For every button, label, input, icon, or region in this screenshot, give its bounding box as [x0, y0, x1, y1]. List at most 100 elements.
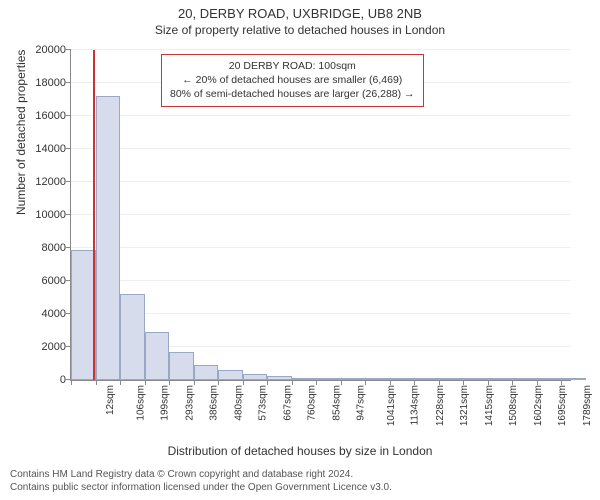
histogram-bar	[71, 250, 96, 380]
histogram-bar	[488, 378, 513, 380]
chart-area: 20 DERBY ROAD: 100sqm ← 20% of detached …	[70, 50, 570, 380]
plot-region: 20 DERBY ROAD: 100sqm ← 20% of detached …	[70, 50, 571, 381]
y-tick-label: 0	[11, 374, 66, 386]
x-tick-label: 573sqm	[258, 385, 269, 421]
x-tick-label: 760sqm	[307, 385, 318, 421]
x-tick	[414, 380, 415, 385]
gridline	[71, 148, 571, 149]
x-tick	[463, 380, 464, 385]
y-tick	[66, 115, 71, 116]
x-tick-label: 12sqm	[105, 385, 116, 415]
x-tick	[96, 380, 97, 385]
x-tick	[292, 380, 293, 385]
histogram-bar	[96, 96, 121, 380]
histogram-bar	[537, 378, 562, 380]
footer: Contains HM Land Registry data © Crown c…	[0, 464, 600, 500]
x-tick	[561, 380, 562, 385]
x-tick-label: 1228sqm	[435, 385, 446, 426]
histogram-bar	[390, 378, 415, 380]
histogram-bar	[194, 365, 219, 380]
x-tick-label: 386sqm	[209, 385, 220, 421]
histogram-bar	[292, 378, 317, 380]
y-tick-label: 14000	[11, 143, 66, 155]
gridline	[71, 181, 571, 182]
chart-subtitle: Size of property relative to detached ho…	[0, 21, 600, 37]
x-tick	[120, 380, 121, 385]
gridline	[71, 280, 571, 281]
histogram-bar	[439, 378, 464, 380]
gridline	[71, 214, 571, 215]
histogram-bar	[243, 374, 268, 380]
histogram-bar	[414, 378, 439, 380]
x-tick-label: 199sqm	[160, 385, 171, 421]
x-tick-label: 854sqm	[331, 385, 342, 421]
y-tick	[66, 49, 71, 50]
x-tick-label: 293sqm	[184, 385, 195, 421]
y-tick	[66, 148, 71, 149]
x-tick-label: 1134sqm	[409, 385, 420, 425]
histogram-bar	[561, 378, 586, 380]
callout-line-2: ← 20% of detached houses are smaller (6,…	[170, 73, 415, 87]
y-tick-label: 18000	[11, 77, 66, 89]
y-tick	[66, 82, 71, 83]
x-tick-label: 1415sqm	[484, 385, 495, 426]
x-tick-label: 1041sqm	[386, 385, 397, 426]
x-tick-label: 667sqm	[282, 385, 293, 421]
x-tick	[194, 380, 195, 385]
y-axis-title: Number of detached properties	[14, 50, 28, 215]
x-tick-label: 106sqm	[135, 385, 146, 421]
callout-line-3: 80% of semi-detached houses are larger (…	[170, 87, 415, 101]
footer-line-2: Contains public sector information licen…	[10, 481, 590, 494]
x-tick-label: 1508sqm	[508, 385, 519, 426]
y-tick	[66, 247, 71, 248]
x-tick	[341, 380, 342, 385]
y-tick-label: 10000	[11, 209, 66, 221]
x-tick	[390, 380, 391, 385]
x-tick	[71, 380, 72, 385]
histogram-bar	[120, 294, 145, 380]
x-tick	[439, 380, 440, 385]
histogram-bar	[341, 378, 366, 380]
callout-line-1: 20 DERBY ROAD: 100sqm	[170, 59, 415, 73]
x-tick-label: 1602sqm	[533, 385, 544, 426]
y-tick-label: 8000	[11, 242, 66, 254]
gridline	[71, 313, 571, 314]
y-tick-label: 12000	[11, 176, 66, 188]
histogram-bar	[218, 370, 243, 380]
x-tick	[512, 380, 513, 385]
x-tick-label: 480sqm	[233, 385, 244, 421]
gridline	[71, 115, 571, 116]
y-tick	[66, 181, 71, 182]
x-tick-label: 1321sqm	[459, 385, 470, 426]
reference-marker	[93, 50, 95, 380]
x-tick	[537, 380, 538, 385]
x-tick	[243, 380, 244, 385]
y-tick-label: 6000	[11, 275, 66, 287]
y-tick-label: 4000	[11, 308, 66, 320]
histogram-bar	[169, 352, 194, 380]
y-tick-label: 20000	[11, 44, 66, 56]
y-tick-label: 2000	[11, 341, 66, 353]
x-axis-title: Distribution of detached houses by size …	[0, 444, 600, 458]
x-tick	[169, 380, 170, 385]
x-tick	[267, 380, 268, 385]
x-tick-label: 947sqm	[356, 385, 367, 421]
x-tick	[145, 380, 146, 385]
histogram-bar	[512, 378, 537, 380]
histogram-bar	[267, 376, 292, 380]
gridline	[71, 247, 571, 248]
x-tick	[218, 380, 219, 385]
x-tick	[365, 380, 366, 385]
x-tick-label: 1695sqm	[557, 385, 568, 426]
footer-line-1: Contains HM Land Registry data © Crown c…	[10, 468, 590, 481]
gridline	[71, 49, 571, 50]
histogram-bar	[316, 378, 341, 380]
x-tick	[316, 380, 317, 385]
histogram-bar	[145, 332, 170, 380]
x-tick	[488, 380, 489, 385]
histogram-bar	[463, 378, 488, 380]
x-tick-label: 1789sqm	[582, 385, 593, 426]
histogram-bar	[365, 378, 390, 380]
callout-box: 20 DERBY ROAD: 100sqm ← 20% of detached …	[161, 54, 424, 107]
chart-title: 20, DERBY ROAD, UXBRIDGE, UB8 2NB	[0, 0, 600, 21]
